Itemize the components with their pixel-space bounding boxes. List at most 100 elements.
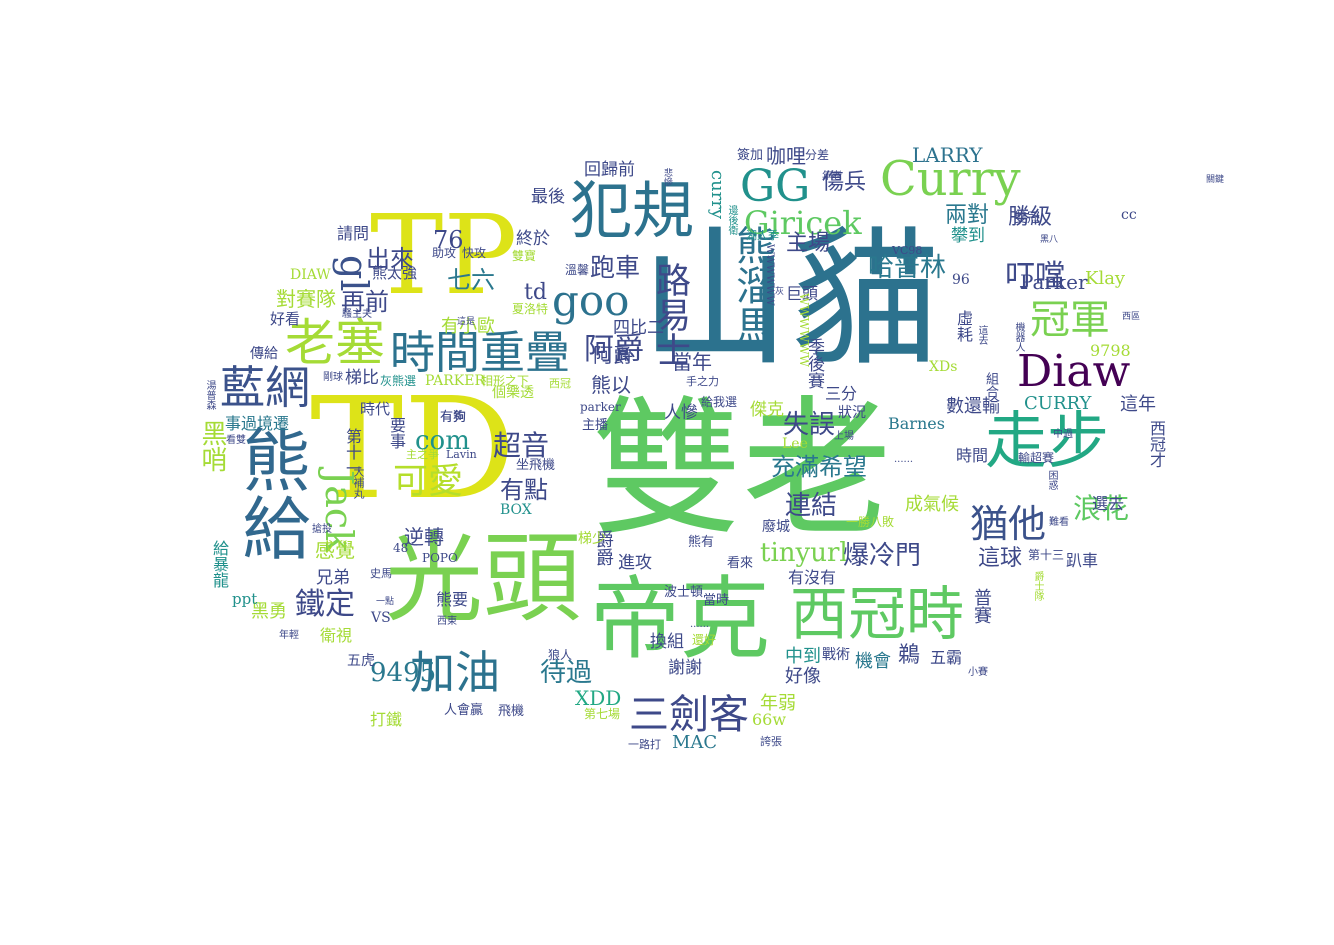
cloud-word: 第七場 <box>584 707 621 721</box>
cloud-word: 熊以 <box>591 373 631 397</box>
cloud-word: 分差 <box>805 148 830 162</box>
cloud-word: 有沒有 <box>788 568 837 587</box>
cloud-word: Parker <box>1020 270 1088 294</box>
cloud-word: 加油 <box>410 646 501 699</box>
cloud-word: Lavin <box>446 448 477 461</box>
cloud-word: Jack <box>317 470 361 553</box>
cloud-word: 機會 <box>855 651 891 672</box>
cloud-word: 湖人季 <box>746 229 779 242</box>
cloud-word: 藍網 <box>220 361 311 414</box>
cloud-word: Klay <box>1085 268 1126 289</box>
cloud-word: 西冠 <box>549 377 571 390</box>
cloud-word: DIAW <box>290 267 331 283</box>
cloud-word: 主播 <box>582 418 609 433</box>
cloud-word: ...... <box>894 454 914 465</box>
cloud-word: PARKER <box>425 373 486 389</box>
cloud-word: 9495 <box>370 658 437 688</box>
cloud-word: 走步 <box>985 404 1110 477</box>
cloud-word: 有點 <box>500 476 548 504</box>
cloud-word: com <box>415 426 470 456</box>
cloud-word: 哈普林 <box>868 253 947 283</box>
cloud-word: 傑克 <box>750 400 784 420</box>
cloud-word: 成氣候 <box>905 494 959 515</box>
cloud-word: 狀況 <box>838 405 866 421</box>
cloud-word: 剛球 <box>323 372 343 383</box>
cloud-word: 年老 <box>822 171 842 182</box>
cloud-word: 巨頭 <box>786 284 819 303</box>
cloud-word: 阿爵 <box>584 332 644 367</box>
cloud-word: 主之爭 <box>406 448 439 461</box>
cloud-word: 主場 <box>786 231 831 256</box>
cloud-word: 誇張 <box>760 735 782 748</box>
cloud-word: 騷主夫 <box>342 309 372 320</box>
cloud-word: 西東 <box>437 616 457 627</box>
cloud-word: 好像 <box>785 666 821 687</box>
cloud-word: 一勝八敗 <box>846 515 895 529</box>
cloud-word: 戰術 <box>822 647 850 663</box>
cloud-word: 五霸 <box>930 648 963 667</box>
cloud-word: 黑八 <box>1040 235 1059 245</box>
cloud-word: TD <box>310 368 516 531</box>
cloud-word: 攀到 <box>951 226 985 246</box>
cloud-word: 手之力 <box>686 375 719 388</box>
cloud-word: 史馬 <box>370 567 392 580</box>
cloud-word: 熊有 <box>688 535 715 550</box>
cloud-word: 時間重疊 <box>390 326 571 379</box>
cloud-word: 猶他 <box>970 502 1047 546</box>
cloud-word: 逆轉 <box>404 525 444 549</box>
cloud-word: 湯普森 <box>204 380 215 410</box>
cloud-word: 看來 <box>727 556 754 571</box>
cloud-word: 相形之下 <box>481 374 530 388</box>
cloud-word: 選去 <box>1092 494 1125 513</box>
cloud-word: 當年 <box>672 350 712 374</box>
cloud-word: 助攻 <box>432 246 457 260</box>
cloud-word: parker <box>580 400 621 414</box>
cloud-word: 出來 <box>366 245 414 273</box>
cloud-word: 悲慘 <box>662 168 672 186</box>
cloud-word: 好看 <box>270 310 301 328</box>
cloud-word: 梯少 <box>578 531 606 547</box>
cloud-word: 輸超賽 <box>1018 451 1055 465</box>
cloud-word: 咖哩 <box>766 144 806 168</box>
cloud-word: BOX <box>500 502 532 518</box>
cloud-word: 對賽隊 <box>276 287 336 311</box>
cloud-word: 一路打 <box>628 738 661 751</box>
cloud-word: 有小歐 <box>441 316 495 337</box>
cloud-word: 感覺 <box>315 538 355 562</box>
cloud-word: GG <box>740 161 811 212</box>
cloud-word: 山貓 <box>640 213 941 387</box>
cloud-word: 西冠才 <box>1147 420 1166 468</box>
cloud-word: 熊溜馬 <box>729 225 775 345</box>
cloud-word: 三分 <box>825 384 858 403</box>
cloud-word: Giricek <box>744 204 862 242</box>
cloud-word: 犯規 <box>570 174 695 247</box>
cloud-word: 飛機 <box>498 704 525 719</box>
cloud-word: 人會贏 <box>444 703 484 718</box>
cloud-word: td <box>524 280 547 305</box>
cloud-word: 路易士 <box>650 262 690 367</box>
cloud-word: 浪花 <box>1073 492 1130 525</box>
cloud-word: Lee <box>782 436 808 452</box>
cloud-word: 普賽 <box>971 588 992 624</box>
cloud-word: 第十一 <box>343 428 362 476</box>
cloud-word: 請問 <box>337 224 370 243</box>
cloud-word: 進攻 <box>618 553 652 573</box>
cloud-word: gl <box>332 255 376 292</box>
cloud-word: 年弱 <box>760 693 796 714</box>
cloud-word: WWWWWW <box>764 244 775 306</box>
cloud-word: 快攻 <box>462 246 487 260</box>
cloud-word: 給我選 <box>701 395 738 409</box>
cloud-word: 年輕 <box>279 630 299 641</box>
cloud-word: ppt <box>232 590 258 608</box>
cloud-word: 四比二 <box>613 318 664 338</box>
cloud-word: 時間 <box>956 446 989 465</box>
cloud-word: TP <box>370 191 518 319</box>
cloud-word: 組合 <box>983 372 998 398</box>
cloud-word: 三劍客 <box>629 692 749 738</box>
cloud-word: 雙老 <box>592 383 893 557</box>
cloud-word: 叮噹 <box>1005 259 1065 294</box>
cloud-word: WWWWWW <box>797 293 811 368</box>
cloud-word: 當時 <box>703 593 730 608</box>
cloud-word: tinyurl <box>760 538 848 568</box>
